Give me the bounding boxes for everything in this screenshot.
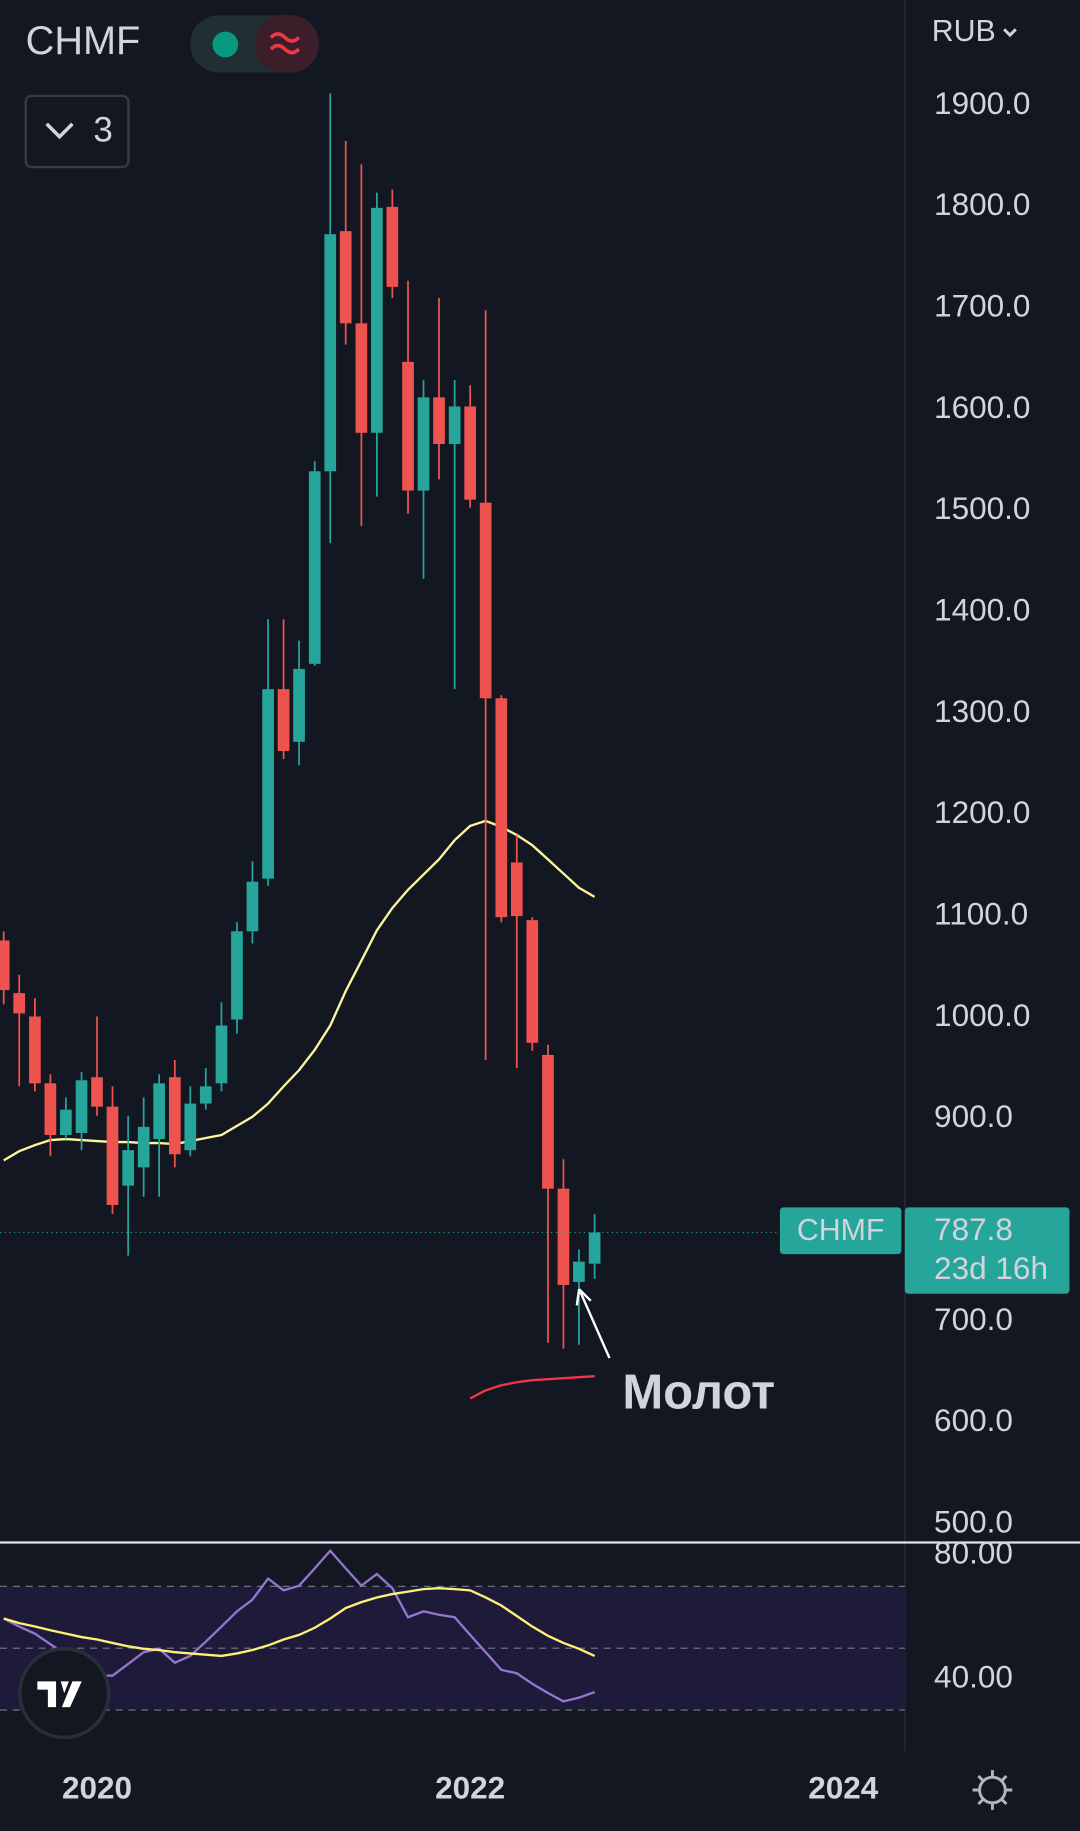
candle-body bbox=[542, 1054, 554, 1189]
y-tick-label: 500.0 bbox=[934, 1503, 1013, 1539]
candle-body bbox=[106, 1106, 119, 1205]
candle-body bbox=[75, 1080, 88, 1133]
moving-average bbox=[469, 1374, 595, 1400]
candle-body bbox=[464, 406, 476, 500]
y-tick-label: 1400.0 bbox=[934, 591, 1030, 627]
countdown: 23d 16h bbox=[934, 1250, 1048, 1286]
currency[interactable]: RUB bbox=[932, 15, 996, 48]
candle-body bbox=[199, 1086, 212, 1104]
candle-body bbox=[122, 1150, 135, 1186]
y-tick-label: 1600.0 bbox=[934, 389, 1030, 425]
x-tick-label: 2020 bbox=[62, 1769, 132, 1805]
candle-body bbox=[231, 931, 243, 1020]
y-tick-label: 1900.0 bbox=[934, 85, 1030, 121]
candle-body bbox=[293, 668, 305, 742]
candle-body bbox=[153, 1083, 165, 1140]
candle-body bbox=[526, 920, 539, 1043]
y-tick-label: 1200.0 bbox=[934, 794, 1030, 830]
y-tick-label: 600.0 bbox=[934, 1402, 1013, 1438]
candle-body bbox=[277, 689, 290, 751]
y-tick-label: 1800.0 bbox=[934, 186, 1030, 222]
y-tick-label: 900.0 bbox=[934, 1098, 1013, 1134]
candle-body bbox=[246, 881, 259, 932]
x-tick-label: 2024 bbox=[808, 1769, 879, 1805]
candle-body bbox=[371, 207, 383, 433]
last-price: 787.8 bbox=[934, 1211, 1013, 1247]
settings-icon[interactable] bbox=[972, 1770, 1013, 1810]
plot bbox=[0, 93, 905, 1711]
candle-body bbox=[495, 698, 508, 918]
indicator-toggle[interactable] bbox=[24, 94, 130, 169]
price-tag bbox=[904, 1207, 1070, 1294]
status-pill-right bbox=[254, 15, 319, 73]
logo-mark bbox=[37, 1681, 82, 1708]
candle-body bbox=[588, 1232, 601, 1264]
candle-body bbox=[355, 323, 368, 433]
y-tick-label: 1100.0 bbox=[934, 895, 1028, 931]
x-tick-label: 2022 bbox=[435, 1769, 505, 1805]
rsi-tick-label: 80.00 bbox=[934, 1535, 1013, 1571]
candle-body bbox=[168, 1077, 181, 1155]
y-tick-label: 1300.0 bbox=[934, 693, 1030, 729]
delay-icon bbox=[269, 32, 301, 55]
y-tick-label: 1700.0 bbox=[934, 287, 1030, 323]
y-tick-label: 1500.0 bbox=[934, 490, 1030, 526]
candle-body bbox=[137, 1126, 150, 1168]
candle-body bbox=[479, 502, 492, 699]
rsi-line bbox=[3, 1587, 596, 1658]
candle-body bbox=[308, 471, 321, 664]
currency-chevron bbox=[1003, 28, 1017, 38]
candle-body bbox=[339, 231, 352, 324]
candle-body bbox=[262, 689, 274, 879]
candle-body bbox=[324, 234, 337, 472]
candle-body bbox=[417, 397, 430, 491]
market-dot bbox=[212, 31, 239, 58]
candle-body bbox=[386, 206, 399, 287]
candle-body bbox=[0, 940, 10, 991]
candle-body bbox=[557, 1188, 570, 1285]
chevron-icon bbox=[45, 122, 74, 140]
candle-body bbox=[510, 862, 523, 917]
candle-body bbox=[215, 1025, 228, 1084]
candle-body bbox=[448, 406, 461, 444]
symbol-tag-text: CHMF bbox=[797, 1214, 885, 1247]
indicator-count: 3 bbox=[93, 110, 112, 149]
candle-body bbox=[29, 1016, 41, 1084]
annotation: Молот bbox=[622, 1365, 775, 1419]
candle-body bbox=[184, 1103, 197, 1151]
candle-body bbox=[44, 1083, 57, 1135]
y-tick-label: 700.0 bbox=[934, 1301, 1013, 1337]
candle-body bbox=[13, 993, 26, 1014]
candle-body bbox=[91, 1077, 103, 1107]
rsi-tick-label: 40.00 bbox=[934, 1658, 1013, 1694]
annotation-arrow bbox=[575, 1288, 611, 1359]
candle-body bbox=[433, 397, 445, 444]
candle-body bbox=[402, 361, 414, 491]
y-tick-label: 1000.0 bbox=[934, 997, 1030, 1033]
symbol[interactable]: CHMF bbox=[26, 19, 141, 63]
candle-body bbox=[60, 1109, 72, 1135]
candle-body bbox=[573, 1261, 585, 1282]
symbol-tag bbox=[779, 1207, 902, 1255]
